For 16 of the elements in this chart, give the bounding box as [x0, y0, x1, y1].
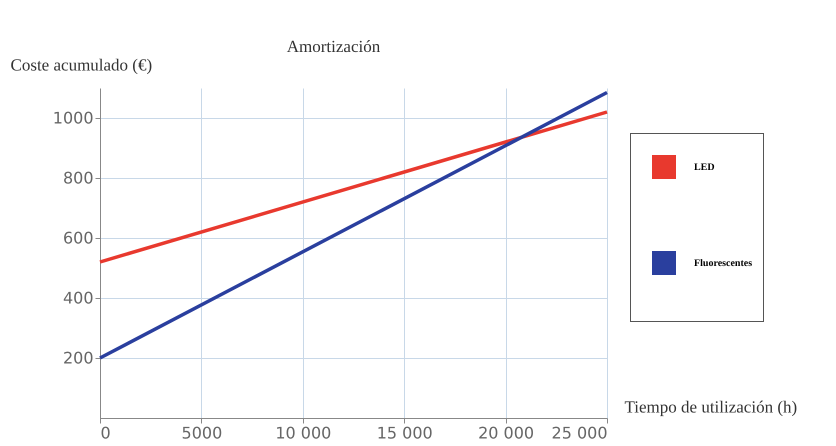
legend-label: Fluorescentes [694, 258, 752, 269]
y-axis-title: Coste acumulado (€) [10, 56, 152, 74]
y-tick-label: 1000 [52, 108, 94, 128]
x-axis-title: Tiempo de utilización (h) [624, 398, 798, 416]
x-tick-label: 15 000 [376, 424, 433, 442]
x-tick-label: 10 000 [275, 424, 332, 442]
chart-title: Amortización [286, 37, 381, 56]
x-tick-label: 0 [100, 424, 111, 442]
y-tick-label: 400 [62, 288, 94, 308]
x-tick-label: 25 000 [552, 424, 608, 442]
legend-label: LED [694, 162, 715, 173]
x-tick-label: 20 000 [478, 424, 534, 442]
x-tick-label: 5000 [182, 424, 222, 442]
y-tick-label: 600 [62, 228, 94, 248]
y-tick-label: 800 [62, 168, 94, 188]
y-tick-label: 200 [62, 348, 94, 368]
